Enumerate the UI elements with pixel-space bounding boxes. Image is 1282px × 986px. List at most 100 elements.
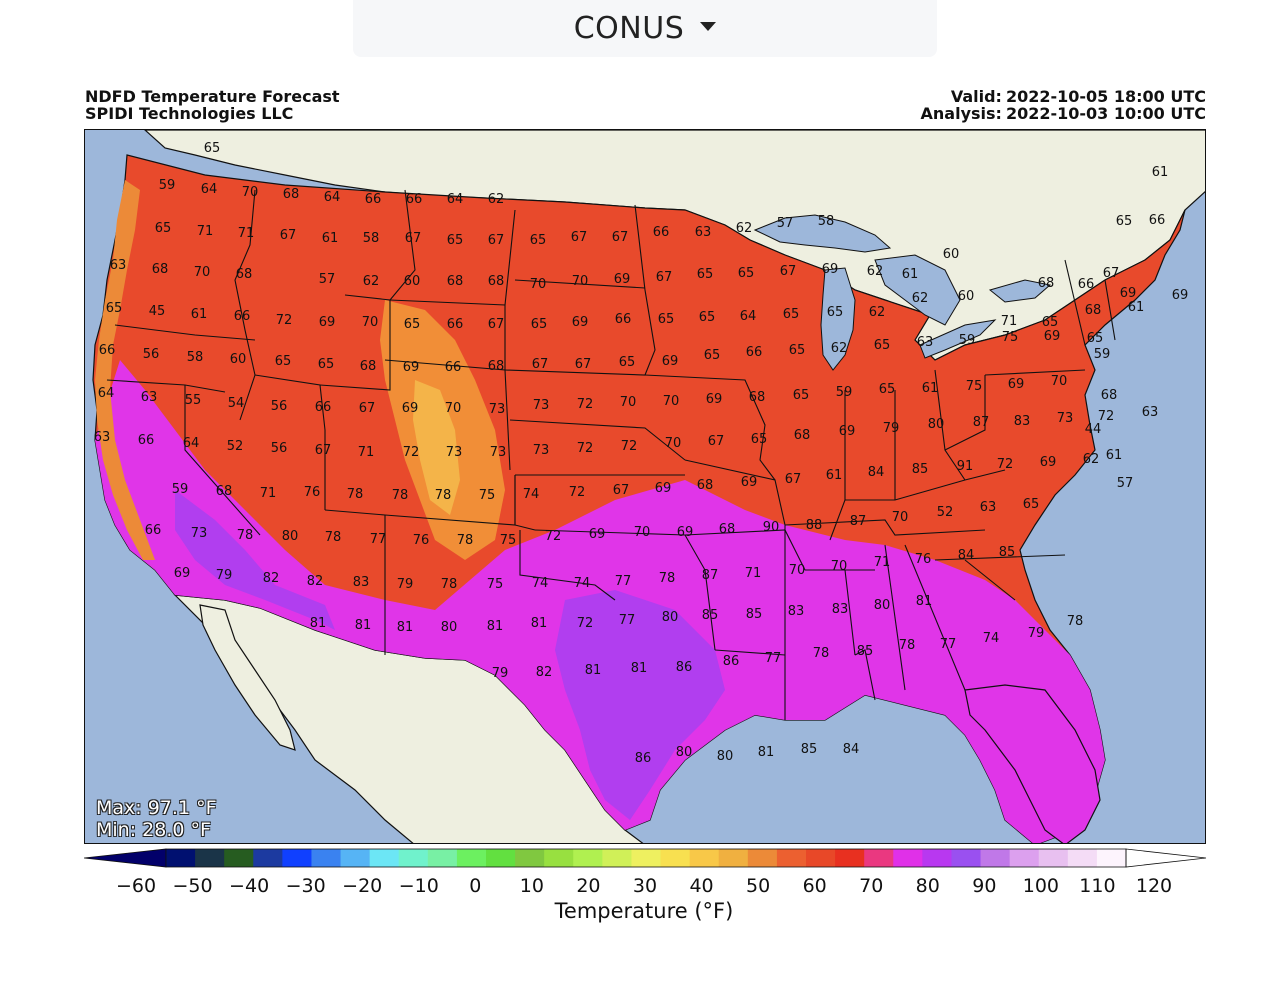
station-temp-label: 69 (614, 272, 631, 287)
station-temp-label: 70 (572, 274, 589, 289)
colorbar-swatch (340, 849, 371, 867)
station-temp-label: 66 (1078, 277, 1095, 292)
colorbar-tick-label: 10 (519, 875, 544, 897)
station-temp-label: 67 (708, 434, 725, 449)
station-temp-label: 68 (1085, 303, 1102, 318)
colorbar-swatch (922, 849, 952, 867)
station-temp-label: 69 (403, 360, 420, 375)
colorbar-swatch (224, 849, 254, 867)
station-temp-label: 85 (912, 462, 929, 477)
colorbar-tick-label: −30 (285, 875, 326, 897)
station-temp-label: 65 (1116, 214, 1133, 229)
station-temp-label: 67 (532, 357, 549, 372)
station-temp-label: 65 (793, 388, 810, 403)
station-temp-label: 71 (238, 226, 255, 241)
cool-zone-pacific-coast (95, 180, 155, 560)
station-temp-label: 61 (1128, 300, 1145, 315)
station-temp-label: 57 (319, 272, 336, 287)
station-temp-label: 77 (370, 532, 387, 547)
station-temp-label: 68 (1101, 388, 1118, 403)
station-temp-label: 68 (152, 262, 169, 277)
station-temp-label: 63 (695, 225, 712, 240)
station-temp-label: 63 (94, 430, 111, 445)
station-temp-label: 79 (883, 421, 900, 436)
min-temperature: Min: 28.0 °F (96, 819, 211, 841)
colorbar-tick-label: 20 (576, 875, 601, 897)
colorbar-title: Temperature (°F) (0, 899, 1282, 923)
colorbar-tick-label: 80 (915, 875, 940, 897)
station-temp-label: 65 (447, 233, 464, 248)
station-temp-label: 77 (619, 613, 636, 628)
station-temp-label: 63 (980, 500, 997, 515)
colorbar-swatch (282, 849, 312, 867)
station-temp-label: 65 (699, 310, 716, 325)
station-temp-label: 72 (621, 439, 638, 454)
station-temp-label: 83 (353, 575, 370, 590)
station-temp-label: 68 (794, 428, 811, 443)
colorbar-tick-label: 90 (972, 875, 997, 897)
station-temp-label: 84 (868, 465, 885, 480)
station-temp-label: 69 (677, 525, 694, 540)
station-temp-label: 74 (983, 631, 1000, 646)
station-temp-label: 79 (492, 666, 509, 681)
station-temp-label: 78 (392, 488, 409, 503)
station-temp-label: 78 (457, 533, 474, 548)
station-temp-label: 58 (187, 350, 204, 365)
station-temp-label: 45 (149, 304, 166, 319)
map-header-right: Valid: 2022-10-05 18:00 UTC Analysis: 2022… (921, 88, 1206, 122)
station-temp-label: 62 (363, 274, 380, 289)
region-selector-label: CONUS (573, 11, 685, 46)
colorbar-tick-label: 0 (469, 875, 482, 897)
station-temp-label: 69 (1120, 286, 1137, 301)
station-temp-label: 86 (635, 751, 652, 766)
station-temp-label: 65 (789, 343, 806, 358)
region-selector[interactable]: CONUS (353, 0, 937, 57)
station-temp-label: 85 (746, 607, 763, 622)
station-temp-label: 65 (697, 267, 714, 282)
station-temp-label: 69 (741, 475, 758, 490)
station-temp-label: 65 (204, 141, 221, 156)
colorbar-swatch (1096, 849, 1127, 867)
station-temp-label: 67 (488, 233, 505, 248)
station-temp-label: 67 (785, 472, 802, 487)
colorbar-swatch (311, 849, 342, 867)
colorbar-swatch (427, 849, 458, 867)
station-temp-label: 71 (1001, 314, 1018, 329)
station-temp-label: 70 (194, 265, 211, 280)
station-temp-label: 72 (577, 616, 594, 631)
station-temp-label: 72 (569, 485, 586, 500)
station-temp-label: 56 (143, 347, 160, 362)
station-temp-label: 62 (831, 341, 848, 356)
station-temp-label: 79 (397, 577, 414, 592)
station-temp-label: 66 (406, 192, 423, 207)
station-temp-label: 65 (658, 312, 675, 327)
station-temp-label: 64 (324, 190, 341, 205)
station-temp-label: 52 (937, 505, 954, 520)
station-temp-label: 71 (197, 224, 214, 239)
station-temp-label: 61 (922, 381, 939, 396)
station-temp-label: 84 (843, 742, 860, 757)
station-temp-label: 69 (402, 401, 419, 416)
station-temp-label: 63 (1142, 405, 1159, 420)
colorbar-swatch (893, 849, 923, 867)
station-temp-label: 71 (745, 566, 762, 581)
station-temp-label: 73 (533, 443, 550, 458)
colorbar-swatch (253, 849, 283, 867)
station-temp-label: 74 (532, 576, 549, 591)
temperature-map[interactable]: 65 59 64 70 68 64 66 66 64 62 65 71 71 67 61 58 67 65 67 65… (84, 129, 1206, 844)
station-temp-label: 66 (615, 312, 632, 327)
colorbar-title-text: Temperature (°F) (554, 899, 734, 923)
station-temp-label: 68 (360, 359, 377, 374)
florida-peninsula (964, 684, 1101, 843)
station-temp-label: 87 (850, 514, 867, 529)
colorbar-swatch (980, 849, 1011, 867)
station-temp-label: 70 (634, 525, 651, 540)
lake-erie (919, 319, 997, 359)
colorbar-ticks: −60 −50 −40 −30 −20 −10 0 10 20 30 40 50 60 70 80 90 100… (0, 875, 1282, 897)
station-temp-label: 70 (1051, 374, 1068, 389)
colorbar-tick-label: 50 (746, 875, 771, 897)
colorbar-over-arrow (1125, 848, 1207, 868)
station-temp-label: 65 (783, 307, 800, 322)
station-temp-label: 64 (183, 436, 200, 451)
